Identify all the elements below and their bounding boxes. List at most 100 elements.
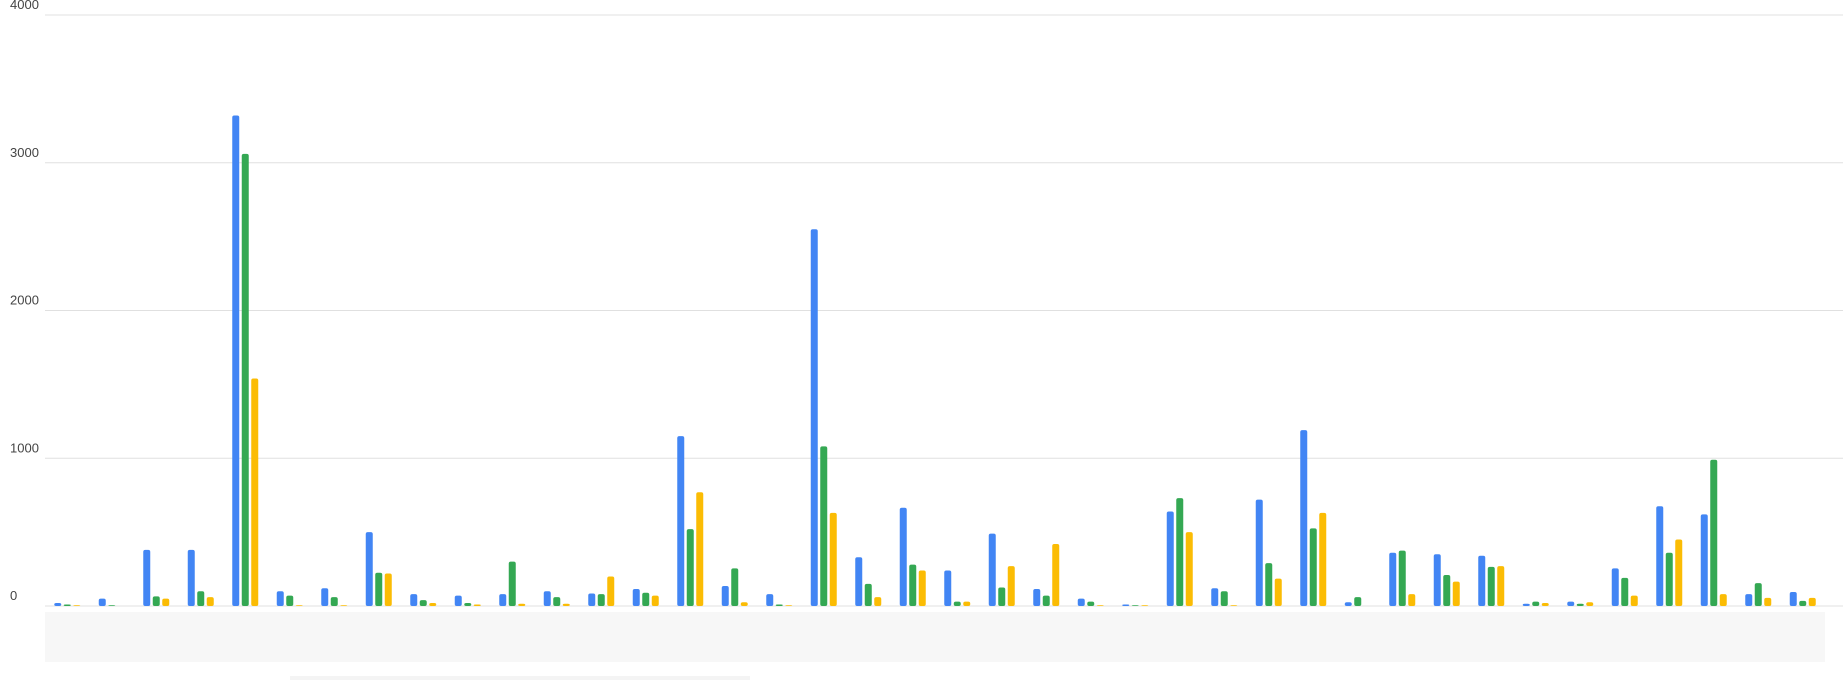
bar [1478, 555, 1486, 606]
bar [588, 593, 596, 606]
bar [775, 604, 783, 606]
bar [597, 594, 605, 606]
bar [953, 601, 961, 606]
bar [696, 492, 704, 606]
bar [54, 603, 62, 606]
bar [1799, 600, 1807, 606]
bar [1265, 563, 1273, 606]
bar [295, 605, 303, 606]
bar [1487, 566, 1495, 606]
bar [1665, 552, 1673, 606]
bar [1176, 498, 1184, 606]
bar [464, 603, 472, 606]
bar [187, 549, 195, 606]
bar [1497, 566, 1505, 606]
bar [197, 591, 205, 606]
bar [1808, 597, 1816, 606]
bar [1541, 603, 1549, 606]
bar [1309, 528, 1317, 606]
bar [988, 533, 996, 606]
bar [330, 597, 338, 606]
bar [1586, 602, 1594, 606]
bar [1700, 514, 1708, 606]
bar [686, 529, 694, 606]
bar [651, 595, 659, 606]
bar [1675, 539, 1683, 606]
bar [1141, 605, 1149, 606]
bar [607, 576, 615, 606]
bar [1719, 594, 1727, 606]
bar [721, 586, 729, 606]
bar [731, 568, 739, 606]
bar [785, 605, 793, 606]
bar [1656, 506, 1664, 606]
bar [1611, 568, 1619, 606]
bar [1077, 598, 1085, 606]
bar [251, 378, 259, 606]
bar [632, 589, 640, 606]
bar [553, 597, 561, 606]
bar [918, 570, 926, 606]
bar [1764, 597, 1772, 606]
bar [321, 588, 329, 606]
bar [909, 564, 917, 606]
blurred-labels [45, 612, 1825, 680]
bar [1576, 603, 1584, 606]
bar [766, 594, 774, 606]
bar [1185, 532, 1193, 606]
bar [562, 603, 570, 606]
bar [1211, 588, 1219, 606]
bar [1532, 601, 1540, 606]
bar [454, 595, 462, 606]
bar [108, 605, 116, 606]
bar [286, 595, 294, 606]
bar [1300, 430, 1308, 606]
bar [410, 594, 418, 606]
bar [143, 549, 151, 606]
bar [1131, 605, 1139, 606]
bar [365, 532, 373, 606]
bar [855, 557, 863, 606]
y-tick-label: 1000 [10, 440, 39, 455]
bar [1398, 550, 1406, 606]
bar [473, 604, 481, 606]
bar [829, 512, 837, 606]
bar [98, 598, 106, 606]
bar [1230, 605, 1238, 606]
bar [1096, 605, 1104, 606]
bar [543, 591, 551, 606]
bar [518, 603, 526, 606]
bar [1033, 589, 1041, 606]
bar [944, 570, 952, 606]
bar [1220, 591, 1228, 606]
bar [1443, 574, 1451, 606]
bar [419, 600, 427, 606]
bar [152, 596, 160, 606]
bar [1630, 595, 1638, 606]
bar [1319, 512, 1327, 606]
bar [899, 507, 907, 606]
bar [642, 592, 650, 606]
bar [162, 598, 170, 606]
bar [1408, 594, 1416, 606]
bar [508, 561, 516, 606]
bar [1567, 601, 1575, 606]
bar [1789, 591, 1797, 606]
bar [1522, 603, 1530, 606]
bar [1452, 581, 1460, 606]
bar [1087, 601, 1095, 606]
bar [241, 153, 249, 606]
bar [1274, 578, 1282, 606]
bar [1710, 459, 1718, 606]
bar [1122, 604, 1130, 606]
bar [1255, 499, 1263, 606]
bar [232, 115, 240, 606]
bar [740, 602, 748, 606]
bar [340, 605, 348, 606]
y-tick-label: 3000 [10, 145, 39, 160]
y-tick-label: 2000 [10, 293, 39, 308]
bar [1052, 543, 1060, 606]
bar [1745, 594, 1753, 606]
bar [864, 583, 872, 606]
